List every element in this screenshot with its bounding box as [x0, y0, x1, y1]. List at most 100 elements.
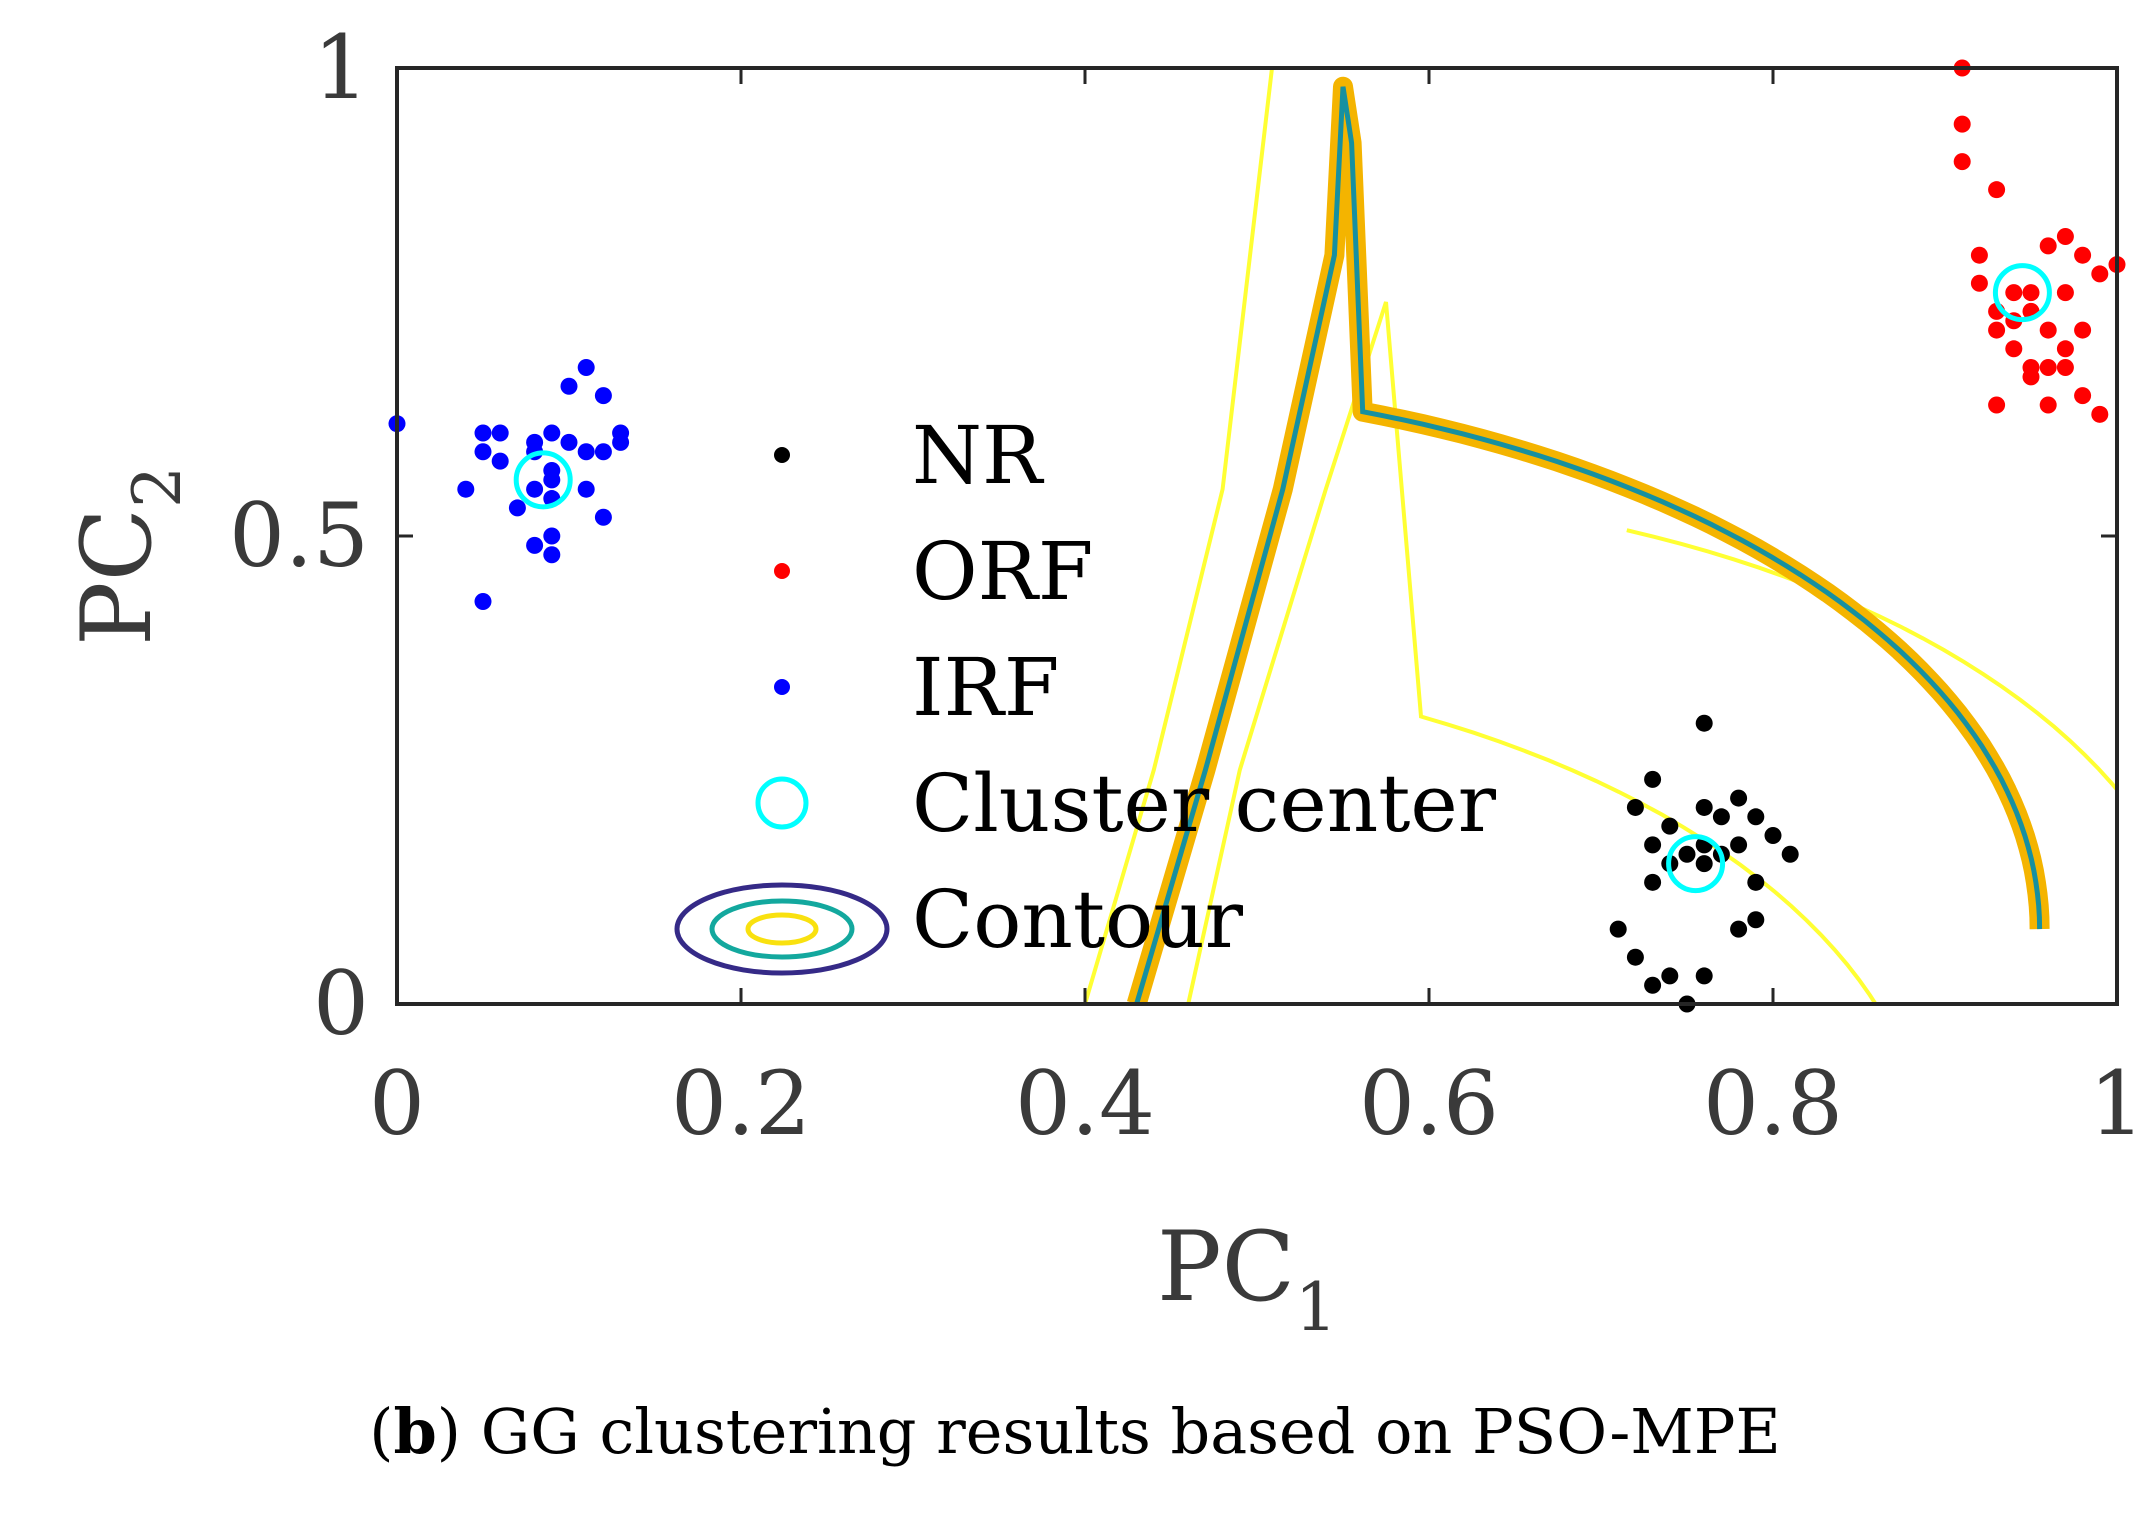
data-point-nr: [1730, 836, 1748, 854]
y-axis-label: PC2: [61, 466, 196, 646]
data-point-orf: [1953, 115, 1971, 133]
legend-label: Cluster center: [912, 757, 1497, 850]
data-point-nr: [1678, 845, 1696, 863]
data-point-irf: [594, 508, 612, 526]
boundary-contour-line: [1127, 76, 2050, 1004]
data-point-orf: [1988, 321, 2006, 339]
data-point-orf: [1953, 153, 1971, 171]
data-point-orf: [2039, 396, 2057, 414]
data-point-nr: [1712, 808, 1730, 826]
data-point-irf: [577, 443, 595, 461]
data-point-irf: [594, 443, 612, 461]
caption-label: b: [393, 1395, 437, 1468]
x-axis-label: PC1: [1157, 1211, 1337, 1346]
data-point-orf: [2039, 359, 2057, 377]
cluster-centers-layer: [513, 263, 2052, 894]
data-point-orf: [2056, 227, 2074, 245]
data-point-irf: [474, 593, 492, 611]
data-point-nr: [1730, 789, 1748, 807]
data-point-orf: [2056, 359, 2074, 377]
data-point-orf: [1970, 274, 1988, 292]
legend-label: NR: [912, 409, 1045, 502]
data-point-irf: [543, 546, 561, 564]
data-point-irf: [474, 443, 492, 461]
data-point-nr: [1626, 948, 1644, 966]
data-point-irf: [594, 387, 612, 405]
legend-marker-contour-inner: [745, 912, 819, 946]
data-point-nr: [1644, 976, 1662, 994]
data-point-nr: [1644, 770, 1662, 788]
data-point-irf: [612, 424, 630, 442]
cluster-center-marker: [513, 450, 573, 510]
legend-label: ORF: [912, 525, 1093, 618]
outer-contour-line: [1083, 68, 1275, 1004]
data-point-nr: [1730, 920, 1748, 938]
data-point-irf: [491, 424, 509, 442]
data-point-nr: [1661, 967, 1679, 985]
data-point-orf: [2056, 284, 2074, 302]
data-point-nr: [1747, 873, 1765, 891]
data-point-orf: [2074, 321, 2092, 339]
legend-marker-contour-middle: [709, 898, 855, 960]
data-point-orf: [2039, 321, 2057, 339]
data-point-irf: [457, 480, 475, 498]
data-point-orf: [1988, 396, 2006, 414]
axis-ticks: [395, 66, 2119, 1006]
data-point-orf: [2005, 284, 2023, 302]
data-point-nr: [1626, 798, 1644, 816]
legend-marker-nr: [774, 447, 790, 463]
cluster-center-marker: [1666, 834, 1726, 894]
data-point-irf: [474, 424, 492, 442]
data-point-orf: [1970, 246, 1988, 264]
data-point-irf: [543, 461, 561, 479]
y-tick-label: 1: [313, 16, 369, 119]
data-point-orf: [2039, 237, 2057, 255]
data-point-nr: [1747, 911, 1765, 929]
data-point-orf: [2022, 284, 2040, 302]
axis-tick-labels: 0 0.2 0.4 0.6 0.8 1 0 0.5 1: [229, 16, 2145, 1155]
cluster-center-marker: [1992, 263, 2052, 323]
legend-marker-irf: [774, 679, 790, 695]
data-point-irf: [526, 536, 544, 554]
data-point-irf: [526, 480, 544, 498]
data-point-nr: [1695, 967, 1713, 985]
data-point-nr: [1661, 817, 1679, 835]
x-tick-label: 0.8: [1703, 1052, 1843, 1155]
legend-label: IRF: [912, 641, 1059, 734]
figure-caption: (b) GG clustering results based on PSO-M…: [369, 1395, 1781, 1468]
x-tick-label: 0.2: [671, 1052, 811, 1155]
contour-layer: [1083, 68, 2117, 1004]
data-point-nr: [1695, 714, 1713, 732]
boundary-contour-core: [1134, 86, 2043, 1004]
data-point-irf: [560, 377, 578, 395]
legend-marker-orf: [774, 563, 790, 579]
x-tick-label: 0.4: [1015, 1052, 1155, 1155]
data-point-nr: [1695, 855, 1713, 873]
data-point-orf: [2074, 387, 2092, 405]
legend: NR ORF IRF Cluster center Contour: [674, 409, 1497, 976]
data-point-orf: [2091, 405, 2109, 423]
data-point-irf: [543, 424, 561, 442]
data-point-orf: [1988, 181, 2006, 199]
y-tick-label: 0.5: [229, 484, 369, 587]
data-point-irf: [543, 527, 561, 545]
data-point-irf: [577, 480, 595, 498]
x-tick-label: 0.6: [1359, 1052, 1499, 1155]
data-point-irf: [508, 499, 526, 517]
data-point-nr: [1747, 808, 1765, 826]
data-point-nr: [1764, 827, 1782, 845]
data-point-irf: [491, 452, 509, 470]
data-point-irf: [560, 433, 578, 451]
data-point-nr: [1695, 798, 1713, 816]
data-point-nr: [1644, 836, 1662, 854]
outer-contour-line: [1626, 528, 2117, 793]
x-tick-label: 1: [2089, 1052, 2145, 1155]
data-point-nr: [1644, 873, 1662, 891]
x-tick-label: 0: [369, 1052, 425, 1155]
legend-marker-contour-outer: [674, 882, 890, 976]
data-point-orf: [2022, 368, 2040, 386]
data-point-nr: [1781, 845, 1799, 863]
y-tick-label: 0: [313, 952, 369, 1055]
legend-marker-cluster-center: [755, 776, 809, 830]
